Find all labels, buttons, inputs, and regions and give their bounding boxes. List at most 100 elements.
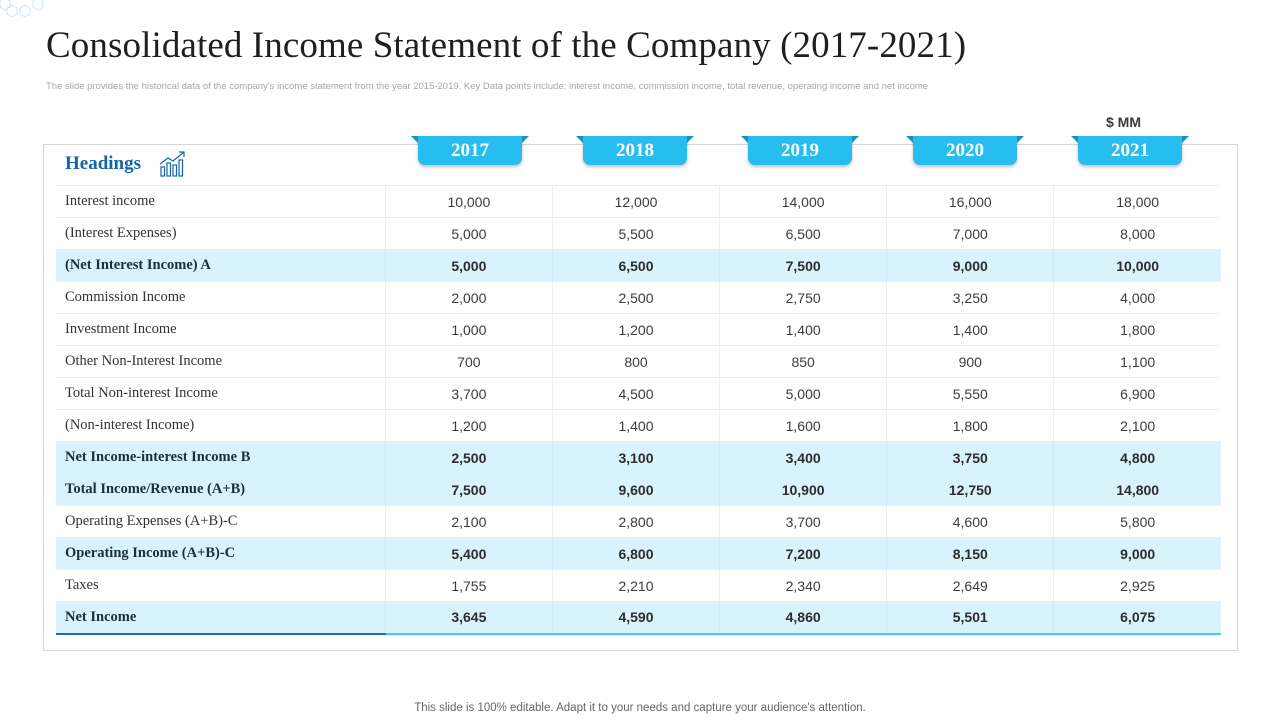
cell-2018: 2,800 [551,505,720,538]
cell-2020: 5,501 [886,601,1054,635]
cell-2018: 1,200 [551,313,720,346]
cell-2017: 1,200 [384,409,553,442]
cell-2019: 1,400 [719,313,887,346]
cell-2021: 14,800 [1053,473,1221,506]
row-label: Interest income [56,185,386,218]
row-label: (Non-interest Income) [56,409,386,442]
cell-2017: 2,000 [384,281,553,314]
row-label: Net Income [56,601,386,635]
cell-2021: 1,100 [1053,345,1221,378]
cell-2018: 5,500 [551,217,720,250]
cell-2020: 1,400 [886,313,1054,346]
cell-2018: 4,590 [551,601,720,635]
cell-2019: 6,500 [719,217,887,250]
cell-2021: 6,900 [1053,377,1221,410]
table-row: Total Non-interest Income 3,700 4,500 5,000… [56,377,1221,410]
row-label: (Net Interest Income) A [56,249,386,282]
row-label: Total Non-interest Income [56,377,386,410]
year-tab-2017: 2017 [411,136,529,165]
cell-2017: 700 [384,345,553,378]
growth-chart-icon [159,151,185,177]
cell-2018: 800 [551,345,720,378]
income-statement-table: Interest income 10,000 12,000 14,000 16,000 1… [56,185,1221,635]
page-subtitle: The slide provides the historical data o… [46,81,929,92]
row-label: Operating Income (A+B)-C [56,537,386,570]
cell-2018: 12,000 [551,185,720,218]
row-label: Taxes [56,569,386,602]
cell-2020: 3,250 [886,281,1054,314]
table-row: Total Income/Revenue (A+B) 7,500 9,600 10,9… [56,473,1221,506]
cell-2017: 1,755 [384,569,553,602]
cell-2019: 2,340 [719,569,887,602]
cell-2017: 3,700 [384,377,553,410]
cell-2019: 7,500 [719,249,887,282]
table-row: Net Income-interest Income B 2,500 3,100 3,… [56,441,1221,474]
cell-2017: 7,500 [384,473,553,506]
cell-2017: 3,645 [384,601,553,635]
table-row: (Net Interest Income) A 5,000 6,500 7,500 9,… [56,249,1221,282]
cell-2020: 12,750 [886,473,1054,506]
table-row: Commission Income 2,000 2,500 2,750 3,250 4,0… [56,281,1221,314]
decorative-hex-pattern [0,0,44,18]
table-row: Other Non-Interest Income 700 800 850 900 1,1… [56,345,1221,378]
cell-2020: 16,000 [886,185,1054,218]
cell-2021: 2,925 [1053,569,1221,602]
year-tab-2018: 2018 [576,136,694,165]
cell-2018: 9,600 [551,473,720,506]
footer-note: This slide is 100% editable. Adapt it to… [414,702,866,714]
row-label: Net Income-interest Income B [56,441,386,474]
headings-label: Headings [65,153,142,174]
cell-2021: 4,800 [1053,441,1221,474]
cell-2021: 5,800 [1053,505,1221,538]
cell-2017: 2,500 [384,441,553,474]
cell-2019: 7,200 [719,537,887,570]
cell-2020: 2,649 [886,569,1054,602]
row-label: Commission Income [56,281,386,314]
table-row: (Non-interest Income) 1,200 1,400 1,600 1,80… [56,409,1221,442]
cell-2018: 2,500 [551,281,720,314]
row-label: (Interest Expenses) [56,217,386,250]
cell-2021: 10,000 [1053,249,1221,282]
cell-2019: 10,900 [719,473,887,506]
cell-2017: 5,000 [384,249,553,282]
cell-2021: 9,000 [1053,537,1221,570]
cell-2019: 5,000 [719,377,887,410]
table-row: Net Income 3,645 4,590 4,860 5,501 6,075 [56,601,1221,635]
cell-2017: 5,000 [384,217,553,250]
cell-2021: 2,100 [1053,409,1221,442]
table-row: Operating Income (A+B)-C 5,400 6,800 7,200 8… [56,537,1221,570]
cell-2019: 1,600 [719,409,887,442]
cell-2020: 9,000 [886,249,1054,282]
cell-2020: 3,750 [886,441,1054,474]
row-label: Operating Expenses (A+B)-C [56,505,386,538]
cell-2019: 4,860 [719,601,887,635]
cell-2018: 1,400 [551,409,720,442]
cell-2020: 7,000 [886,217,1054,250]
cell-2018: 2,210 [551,569,720,602]
cell-2018: 6,800 [551,537,720,570]
cell-2021: 1,800 [1053,313,1221,346]
cell-2017: 1,000 [384,313,553,346]
cell-2018: 3,100 [551,441,720,474]
cell-2021: 4,000 [1053,281,1221,314]
cell-2019: 3,700 [719,505,887,538]
row-label: Total Income/Revenue (A+B) [56,473,386,506]
year-tab-2020: 2020 [906,136,1024,165]
page-title: Consolidated Income Statement of the Com… [46,25,967,66]
cell-2019: 3,400 [719,441,887,474]
cell-2020: 4,600 [886,505,1054,538]
cell-2017: 10,000 [384,185,553,218]
cell-2021: 8,000 [1053,217,1221,250]
cell-2018: 6,500 [551,249,720,282]
cell-2020: 8,150 [886,537,1054,570]
cell-2018: 4,500 [551,377,720,410]
table-row: Taxes 1,755 2,210 2,340 2,649 2,925 [56,569,1221,602]
table-row: (Interest Expenses) 5,000 5,500 6,500 7,000 8… [56,217,1221,250]
table-row: Investment Income 1,000 1,200 1,400 1,400 1,8… [56,313,1221,346]
cell-2017: 2,100 [384,505,553,538]
cell-2019: 850 [719,345,887,378]
row-label: Investment Income [56,313,386,346]
cell-2020: 5,550 [886,377,1054,410]
cell-2021: 6,075 [1053,601,1221,635]
cell-2021: 18,000 [1053,185,1221,218]
